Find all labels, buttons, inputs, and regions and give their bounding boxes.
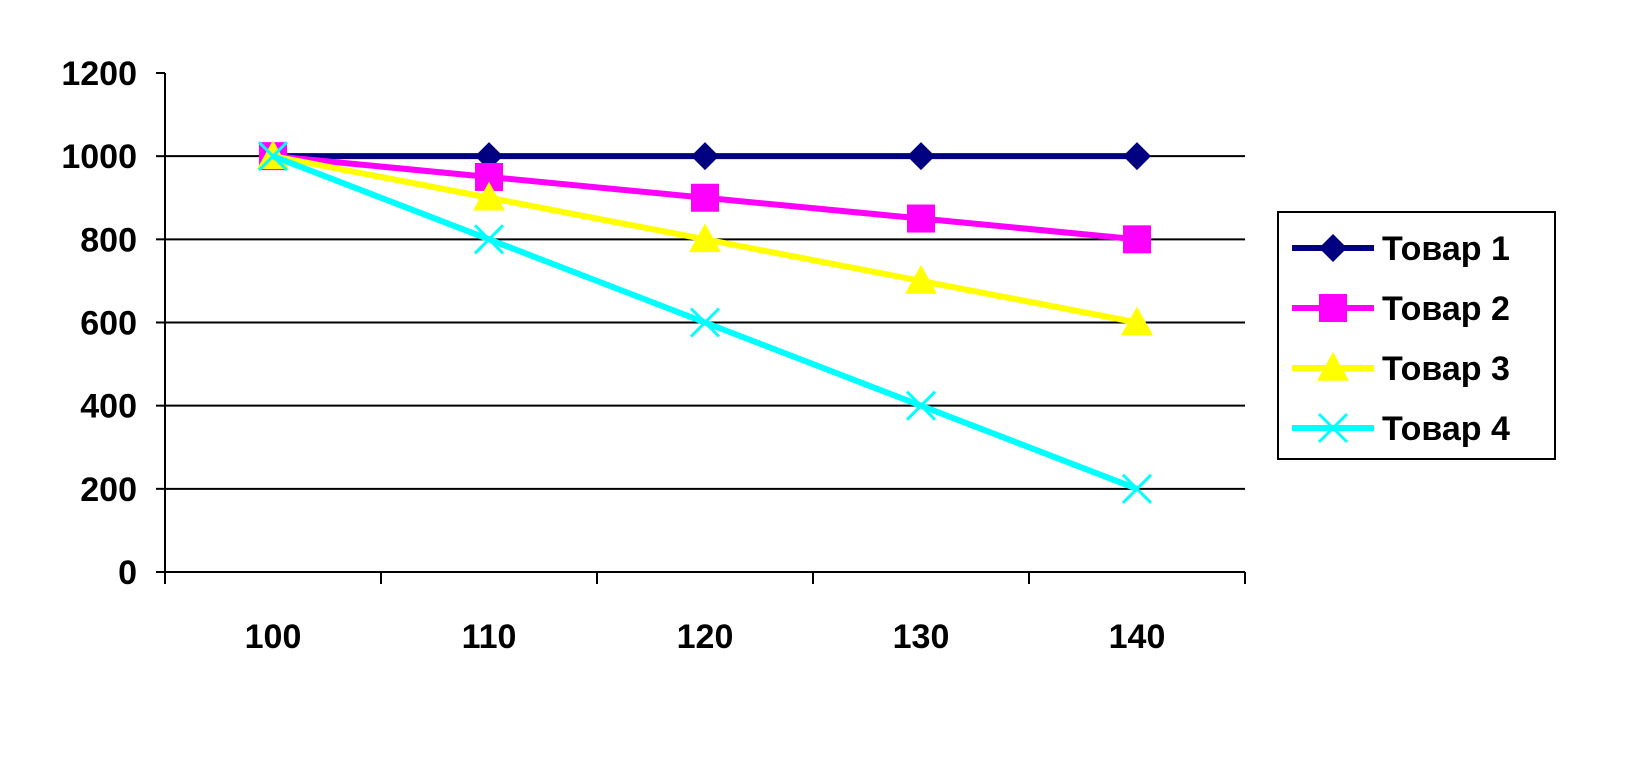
legend-item: Товар 4 (1292, 410, 1510, 448)
data-point (689, 307, 721, 338)
data-point (689, 223, 721, 253)
data-point (905, 264, 937, 294)
data-point (473, 224, 505, 255)
legend-marker (1319, 234, 1347, 262)
tick-labels: 0 200 400 600 800 1000 1200 100 110 120 130 140 (61, 55, 1165, 656)
data-point (691, 183, 719, 212)
series-lines (257, 140, 1153, 504)
data-point (907, 142, 935, 171)
data-point (1121, 306, 1153, 336)
data-point (1121, 473, 1153, 504)
x-tick-label: 100 (245, 618, 302, 656)
x-tick-label: 130 (893, 618, 950, 656)
x-tick-label: 140 (1109, 618, 1166, 656)
x-tick-label: 110 (462, 618, 517, 656)
legend-marker (1317, 352, 1349, 381)
data-point (1123, 225, 1151, 254)
y-tick-label: 1000 (61, 138, 137, 176)
data-point (257, 141, 289, 172)
data-point (691, 142, 719, 171)
legend-label: Товар 3 (1382, 350, 1510, 388)
x-tick-label: 120 (677, 618, 734, 656)
legend-label: Товар 4 (1382, 410, 1510, 448)
y-tick-label: 0 (118, 554, 137, 592)
y-tick-label: 800 (80, 221, 137, 259)
data-point (905, 390, 937, 421)
legend-item: Товар 3 (1292, 350, 1510, 388)
y-tick-label: 600 (80, 305, 137, 343)
legend-item: Товар 1 (1292, 230, 1510, 268)
y-tick-label: 400 (80, 388, 137, 426)
legend-label: Товар 2 (1382, 290, 1510, 328)
data-point (907, 204, 935, 233)
y-tick-label: 200 (80, 471, 137, 509)
y-tick-label: 1200 (61, 55, 137, 93)
data-point (473, 181, 505, 211)
data-point (1123, 142, 1151, 171)
axes (156, 72, 1246, 584)
legend-item: Товар 2 (1292, 290, 1510, 328)
legend-marker (1317, 412, 1349, 444)
legend: Товар 1 Товар 2 Товар 3 Товар 4 (1277, 211, 1556, 460)
legend-marker (1319, 294, 1347, 322)
legend-label: Товар 1 (1382, 230, 1510, 268)
series-4 (257, 141, 1153, 504)
